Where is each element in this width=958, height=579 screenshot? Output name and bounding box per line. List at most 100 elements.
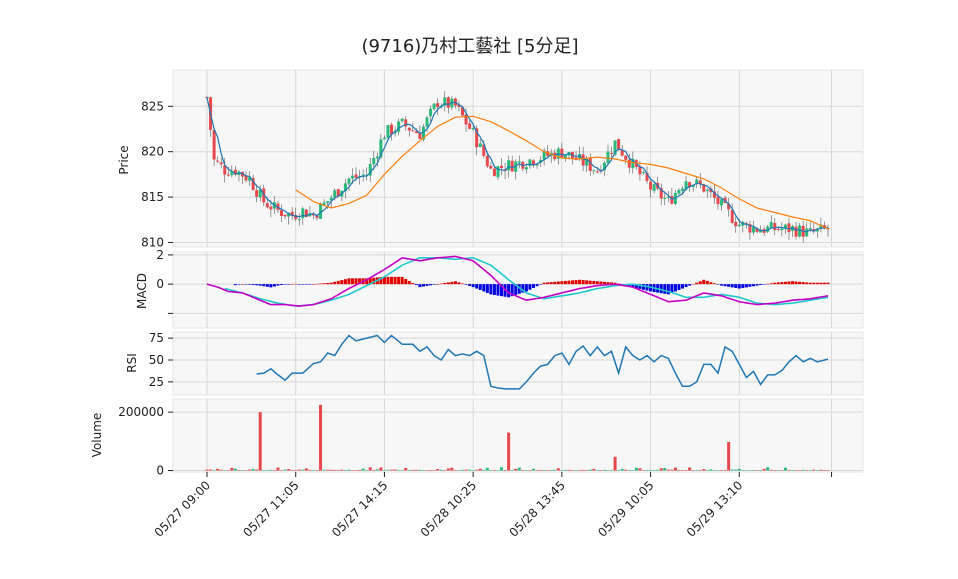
candle-body [464,114,468,125]
volume-bar [783,467,787,471]
volume-bar [265,470,269,471]
macd-histogram-bar [386,276,390,285]
macd-histogram-bar [815,282,819,285]
macd-histogram-bar [741,284,745,288]
volume-bar [610,470,614,472]
macd-histogram-bar [280,284,284,286]
volume-bar [528,470,532,472]
volume-bar [460,469,464,471]
candle-body [248,177,252,181]
candle-body [751,227,755,233]
candle-body [475,128,479,148]
macd-histogram-bar [524,284,528,292]
macd-histogram-bar [542,282,546,285]
macd-histogram-bar [688,284,692,286]
candle-body [343,183,347,192]
rsi-line [256,334,829,390]
candle-body [457,104,461,108]
chart-title: (9716)乃村工藝社 [5分足] [361,36,578,57]
macd-histogram-bar [354,278,358,285]
candle-body [311,214,315,216]
volume-bar [404,467,408,471]
volume-bar [514,468,518,471]
candle-body [468,123,472,129]
volume-bar [681,469,685,471]
volume-bar [695,470,699,471]
volume-bar [808,470,812,471]
candle-body [631,158,635,169]
candle-body [407,127,411,131]
macd-histogram-bar [414,284,418,286]
volume-bar [727,441,731,471]
candle-body [663,197,667,199]
volume-bar [365,470,369,471]
candle-body [783,224,787,229]
macd-histogram-bar [468,284,472,286]
macd-histogram-bar [272,284,276,287]
volume-bar [446,468,450,471]
volume-bar [311,470,315,471]
volume-bar [219,469,223,471]
volume-bar [255,469,259,471]
volume-bar [684,470,688,471]
volume-bar [585,470,589,471]
volume-bar [347,469,351,471]
volume-bar [429,469,433,471]
macd-histogram-bar [439,283,443,285]
volume-bar [386,469,390,471]
macd-histogram-bar [712,283,716,285]
macd-histogram-bar [521,284,525,293]
candle-body [244,175,248,181]
candle-body [280,210,284,216]
candle-body [283,214,287,217]
macd-histogram-bar [372,277,376,285]
macd-histogram-bar [571,280,575,285]
volume-bar [599,470,603,471]
macd-histogram-bar [322,283,326,285]
volume-bar [216,468,220,471]
candle-body [382,137,386,140]
candle-body [791,226,795,231]
volume-bar [237,470,241,471]
volume-bar [244,470,248,471]
candle-body [443,97,447,106]
candle-body [255,190,259,197]
volume-bar [624,469,628,471]
volume-bar [304,468,308,471]
macd-histogram-bar [691,284,695,285]
candle-body [411,130,415,132]
macd-histogram-bar [673,284,677,292]
volume-bar [553,469,557,471]
candle-body [531,160,535,166]
volume-bar [471,470,475,472]
ma-long-line [295,115,829,230]
volume-bar [606,470,610,471]
candle-body [485,155,489,167]
candle-body [361,174,365,176]
macd-histogram-bar [801,282,805,285]
candle-body [390,124,394,135]
macd-histogram-bar [794,281,798,285]
volume-panel [172,398,864,473]
volume-bar [720,470,724,471]
macd-histogram-bar [634,284,638,288]
volume-bar [652,469,656,471]
candle-body [517,161,521,163]
macd-histogram-bar [329,282,333,285]
volume-bar [751,469,755,471]
volume-bar [489,470,493,471]
candle-body [727,203,731,210]
candle-body [812,229,816,232]
x-tick-label: 05/29 13:10 [684,478,746,540]
candle-body [347,178,351,184]
candle-body [240,171,244,177]
volume-bar [336,470,340,471]
rsi-panel [172,331,864,396]
macd-histogram-bar [549,282,553,285]
volume-bar [627,470,631,471]
volume-bar [308,469,312,471]
volume-bar [425,470,429,471]
volume-bar [549,469,553,471]
rsi-tick-label: 75 [149,331,164,345]
candle-body [588,158,592,172]
